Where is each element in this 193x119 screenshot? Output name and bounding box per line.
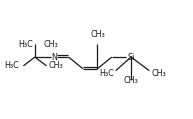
Text: CH₃: CH₃ bbox=[90, 30, 105, 39]
Text: H₃C: H₃C bbox=[18, 40, 33, 50]
Text: CH₃: CH₃ bbox=[44, 40, 58, 50]
Text: H₃C: H₃C bbox=[4, 61, 19, 70]
Text: Si: Si bbox=[127, 53, 135, 62]
Text: H₃C: H₃C bbox=[99, 69, 114, 78]
Text: N: N bbox=[51, 53, 57, 62]
Text: CH₃: CH₃ bbox=[151, 69, 166, 78]
Text: CH₃: CH₃ bbox=[48, 61, 63, 70]
Text: CH₃: CH₃ bbox=[124, 76, 138, 85]
